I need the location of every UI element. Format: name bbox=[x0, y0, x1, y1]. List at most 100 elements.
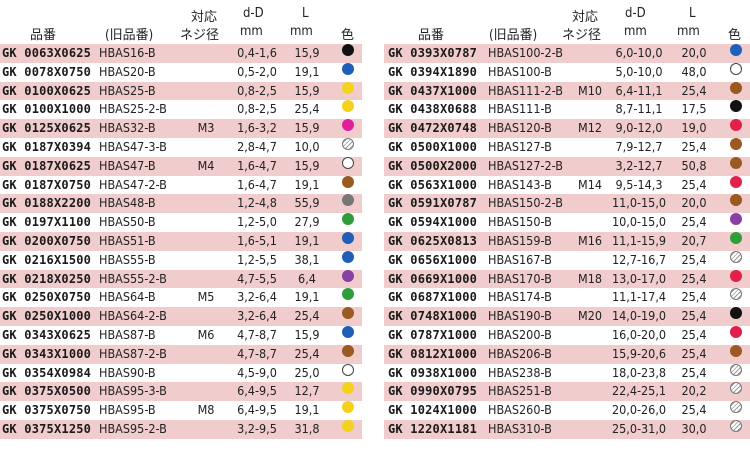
color-dot-icon bbox=[342, 363, 354, 376]
length: 31,8 bbox=[294, 420, 320, 436]
diameter-range: 0,5-2,0 bbox=[237, 63, 277, 79]
table-row: GK 0216X1500 HBAS55-B 1,2-5,5 38,1 bbox=[0, 250, 362, 270]
table-row: GK 0218X0250 HBAS55-2-B 4,7-5,5 6,4 bbox=[0, 269, 362, 289]
table-row: GK 0125X0625 HBAS32-B M3 1,6-3,2 15,9 bbox=[0, 119, 362, 138]
table-row: GK 0938X1000 HBAS238-B 18,0-23,8 25,4 bbox=[384, 363, 750, 383]
old-part-number: HBAS48-B bbox=[99, 195, 156, 211]
table-row: GK 0687X1000 HBAS174-B 11,1-17,4 25,4 bbox=[384, 288, 750, 307]
diameter-range: 1,6-4,7 bbox=[237, 176, 277, 192]
color-dot-icon bbox=[342, 156, 354, 169]
color-dot-icon bbox=[730, 382, 742, 395]
part-number: GK 0125X0625 bbox=[2, 121, 92, 136]
old-part-number: HBAS87-B bbox=[99, 326, 156, 342]
thread-size: M16 bbox=[577, 232, 602, 248]
length: 15,9 bbox=[294, 45, 320, 60]
part-number: GK 0216X1500 bbox=[2, 252, 92, 267]
diameter-range: 14,0-19,0 bbox=[611, 308, 667, 324]
length: 25,4 bbox=[294, 345, 320, 361]
table-row: GK 0100X1000 HBAS25-2-B 0,8-2,5 25,4 bbox=[0, 100, 362, 119]
color-dot-icon bbox=[730, 100, 742, 113]
old-part-number: HBAS159-B bbox=[488, 232, 552, 248]
old-part-number: HBAS95-B bbox=[99, 402, 156, 418]
diameter-range: 5,0-10,0 bbox=[615, 63, 663, 79]
color-dot-icon bbox=[730, 307, 742, 320]
color-dot-icon bbox=[342, 269, 354, 282]
table-row: GK 0563X1000 HBAS143-B M14 9,5-14,3 25,4 bbox=[384, 175, 750, 195]
length: 30,0 bbox=[681, 420, 707, 436]
part-number: GK 0438X0688 bbox=[388, 102, 478, 117]
table-row: GK 0500X1000 HBAS127-B 7,9-12,7 25,4 bbox=[384, 137, 750, 157]
right-table: 品番 (旧品番) 対応 ネジ径 d-D mm L mm 色 GK 0393X07… bbox=[384, 0, 750, 439]
diameter-range: 7,9-12,7 bbox=[615, 138, 663, 154]
old-part-number: HBAS127-2-B bbox=[488, 157, 564, 173]
length: 25,4 bbox=[294, 101, 320, 117]
old-part-number: HBAS50-B bbox=[99, 214, 156, 230]
color-dot-icon bbox=[342, 288, 354, 301]
thread-size: M6 bbox=[197, 326, 215, 342]
diameter-range: 10,0-15,0 bbox=[611, 214, 667, 230]
old-part-number: HBAS170-B bbox=[488, 270, 552, 286]
length: 19,1 bbox=[294, 289, 320, 305]
old-part-number: HBAS150-B bbox=[488, 214, 552, 230]
table-row: GK 0990X0795 HBAS251-B 22,4-25,1 20,2 bbox=[384, 382, 750, 402]
table-row: GK 0375X0750 HBAS95-B M8 6,4-9,5 19,1 bbox=[0, 401, 362, 420]
color-dot-icon bbox=[342, 44, 354, 56]
part-number: GK 0437X1000 bbox=[388, 83, 478, 98]
color-dot-icon bbox=[342, 194, 354, 207]
header-code: 品番 bbox=[418, 28, 445, 43]
diameter-range: 4,7-8,7 bbox=[237, 326, 277, 342]
color-dot-icon bbox=[730, 269, 742, 282]
part-number: GK 0197X1100 bbox=[2, 215, 92, 230]
diameter-range: 11,0-15,0 bbox=[611, 195, 667, 211]
part-number: GK 1220X1181 bbox=[388, 421, 478, 436]
part-number: GK 1024X1000 bbox=[388, 403, 478, 418]
part-number: GK 0669X1000 bbox=[388, 271, 478, 286]
diameter-range: 13,0-17,0 bbox=[611, 270, 667, 286]
diameter-range: 4,5-9,0 bbox=[237, 364, 277, 380]
length: 25,4 bbox=[681, 176, 707, 192]
table-row: GK 0343X0625 HBAS87-B M6 4,7-8,7 15,9 bbox=[0, 325, 362, 345]
table-row: GK 0591X0787 HBAS150-2-B 11,0-15,0 20,0 bbox=[384, 194, 750, 214]
thread-size: M12 bbox=[577, 120, 602, 136]
length: 38,1 bbox=[294, 251, 320, 267]
old-part-number: HBAS111-2-B bbox=[488, 82, 564, 98]
diameter-range: 3,2-6,4 bbox=[237, 308, 277, 324]
table-row: GK 0594X1000 HBAS150-B 10,0-15,0 25,4 bbox=[384, 213, 750, 232]
color-dot-icon bbox=[342, 325, 354, 338]
diameter-range: 1,6-3,2 bbox=[237, 120, 277, 136]
diameter-range: 11,1-17,4 bbox=[611, 289, 667, 305]
diameter-range: 16,0-20,0 bbox=[611, 326, 667, 342]
part-number: GK 0200X0750 bbox=[2, 233, 92, 248]
length: 55,9 bbox=[294, 195, 320, 211]
color-dot-icon bbox=[342, 344, 354, 357]
part-number: GK 0063X0625 bbox=[2, 46, 92, 60]
color-dot-icon bbox=[342, 100, 354, 113]
header-l-line1: L bbox=[689, 6, 696, 21]
part-number: GK 0375X0500 bbox=[2, 384, 92, 399]
old-part-number: HBAS47-3-B bbox=[99, 138, 167, 154]
diameter-range: 25,0-31,0 bbox=[611, 420, 667, 436]
part-number: GK 0187X0394 bbox=[2, 139, 92, 154]
length: 6,4 bbox=[298, 270, 316, 286]
header-l-line1: L bbox=[302, 6, 309, 21]
table-row: GK 0375X0500 HBAS95-3-B 6,4-9,5 12,7 bbox=[0, 382, 362, 402]
old-part-number: HBAS55-B bbox=[99, 251, 156, 267]
old-part-number: HBAS100-B bbox=[488, 63, 552, 79]
length: 20,2 bbox=[681, 383, 707, 399]
length: 15,9 bbox=[294, 157, 320, 173]
table-row: GK 0748X1000 HBAS190-B M20 14,0-19,0 25,4 bbox=[384, 307, 750, 326]
part-number: GK 0188X2200 bbox=[2, 196, 92, 211]
length: 25,0 bbox=[294, 364, 320, 380]
color-dot-icon bbox=[730, 325, 742, 338]
old-part-number: HBAS90-B bbox=[99, 364, 156, 380]
old-part-number: HBAS16-B bbox=[99, 45, 156, 60]
color-dot-icon bbox=[342, 307, 354, 320]
part-number: GK 0591X0787 bbox=[388, 196, 478, 211]
color-dot-icon bbox=[342, 382, 354, 395]
header-code: 品番 bbox=[30, 28, 57, 43]
part-number: GK 0594X1000 bbox=[388, 215, 478, 230]
color-dot-icon bbox=[342, 81, 354, 94]
diameter-range: 12,7-16,7 bbox=[611, 251, 667, 267]
old-part-number: HBAS167-B bbox=[488, 251, 552, 267]
length: 48,0 bbox=[681, 63, 707, 79]
